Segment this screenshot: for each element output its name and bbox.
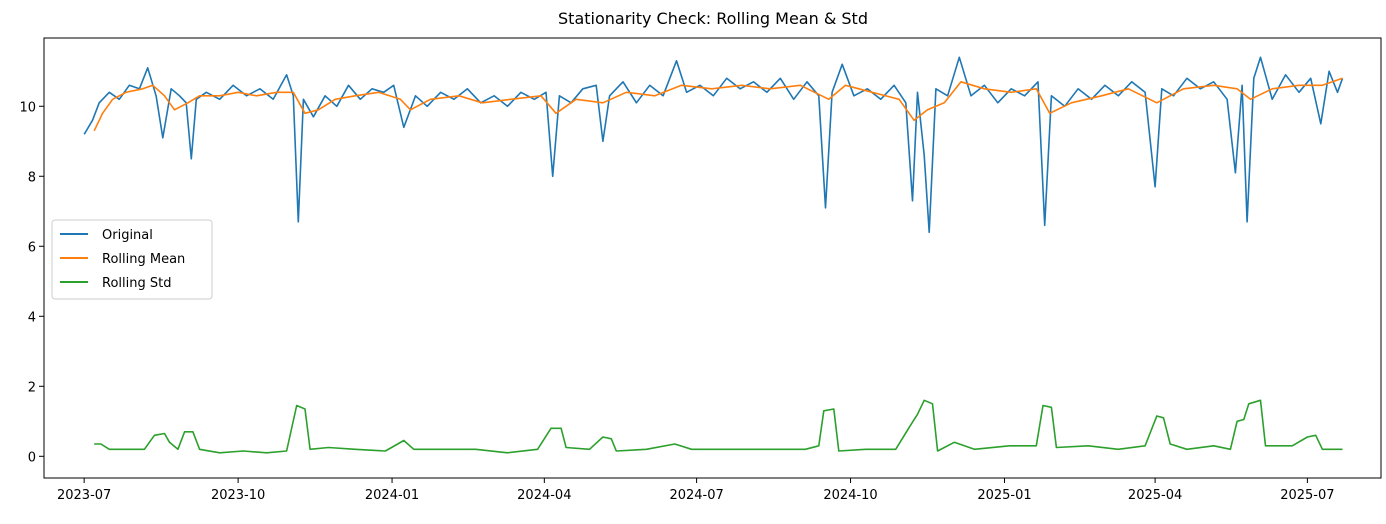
y-tick-label: 8 <box>28 170 36 185</box>
x-axis: 2023-07 2023-10 2024-01 2024-04 2024-07 2024-… <box>57 478 1335 503</box>
legend: Original Rolling Mean Rolling Std <box>51 219 213 300</box>
y-tick-label: 4 <box>28 310 36 325</box>
x-tick-label: 2024-07 <box>669 488 723 503</box>
series-line-rolling-std <box>94 399 1343 454</box>
x-tick-label: 2024-01 <box>365 488 419 503</box>
x-tick-label: 2023-10 <box>211 488 265 503</box>
y-tick-label: 6 <box>28 240 36 255</box>
y-axis: 0 2 4 6 8 10 <box>19 100 44 465</box>
legend-label: Rolling Mean <box>102 252 185 267</box>
y-tick-label: 10 <box>19 100 36 115</box>
x-tick-label: 2025-04 <box>1128 488 1182 503</box>
y-tick-label: 2 <box>28 380 36 395</box>
x-tick-label: 2023-07 <box>57 488 111 503</box>
plot-area <box>44 38 1381 478</box>
legend-label: Rolling Std <box>102 276 171 291</box>
series-layer <box>83 56 1344 454</box>
x-tick-label: 2025-01 <box>977 488 1031 503</box>
legend-box <box>51 219 213 300</box>
x-tick-label: 2025-07 <box>1280 488 1334 503</box>
x-tick-label: 2024-10 <box>823 488 877 503</box>
y-tick-label: 0 <box>28 450 36 465</box>
x-tick-label: 2024-04 <box>517 488 571 503</box>
axes-frame <box>43 37 1382 479</box>
series-line-rolling-mean <box>93 77 1343 132</box>
chart-title: Stationarity Check: Rolling Mean & Std <box>558 9 868 28</box>
legend-label: Original <box>102 228 153 243</box>
